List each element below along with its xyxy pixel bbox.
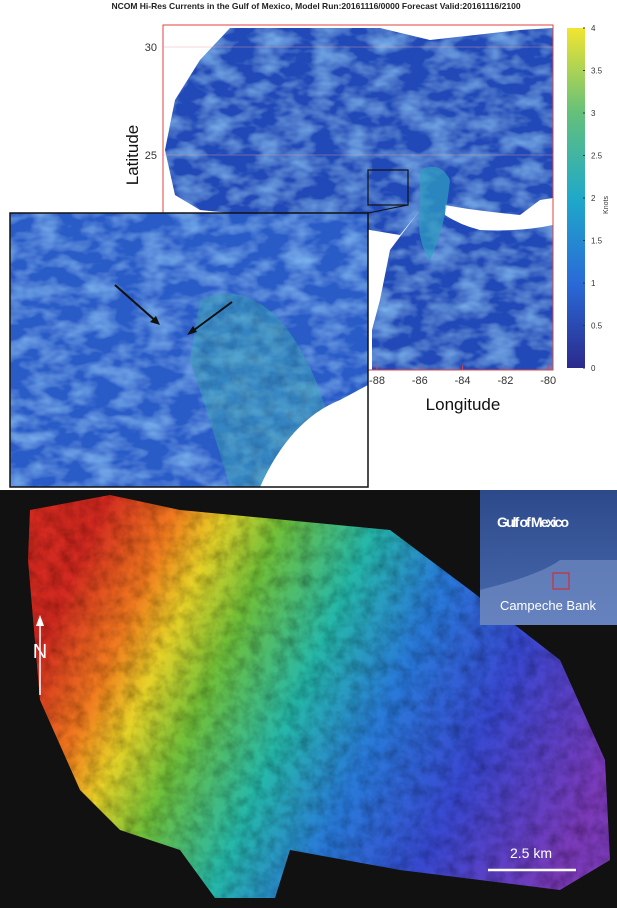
y-tick-label: 25 bbox=[145, 150, 157, 162]
x-tick-label: -86 bbox=[412, 375, 428, 387]
colorbar-tick-label: 2.5 bbox=[591, 152, 603, 161]
colorbar bbox=[567, 28, 585, 368]
y-axis-label: Latitude bbox=[123, 125, 142, 186]
colorbar-tick-label: 4 bbox=[591, 24, 596, 33]
x-axis-label: Longitude bbox=[426, 395, 501, 414]
colorbar-tick-label: 1.5 bbox=[591, 237, 603, 246]
colorbar-label: Knots bbox=[603, 196, 610, 214]
colorbar-tick-label: 3.5 bbox=[591, 67, 603, 76]
region-label: Gulf of Mexico bbox=[497, 514, 569, 530]
colorbar-tick-label: 0 bbox=[591, 364, 596, 373]
x-tick-label: -80 bbox=[540, 375, 556, 387]
x-tick-label: -88 bbox=[369, 375, 385, 387]
x-tick-label: -84 bbox=[455, 375, 471, 387]
y-tick-label: 30 bbox=[145, 42, 157, 54]
colorbar-tick-label: 3 bbox=[591, 109, 596, 118]
map-title: NCOM Hi-Res Currents in the Gulf of Mexi… bbox=[111, 1, 520, 11]
colorbar-tick-label: 0.5 bbox=[591, 322, 603, 331]
colorbar-tick-label: 2 bbox=[591, 194, 596, 203]
figure: NCOM Hi-Res Currents in the Gulf of Mexi… bbox=[0, 0, 617, 908]
colorbar-tick-label: 1 bbox=[591, 279, 596, 288]
x-tick-label: -82 bbox=[497, 375, 513, 387]
north-label: N bbox=[33, 641, 47, 663]
scale-label: 2.5 km bbox=[510, 845, 552, 861]
site-label: Campeche Bank bbox=[500, 598, 597, 613]
